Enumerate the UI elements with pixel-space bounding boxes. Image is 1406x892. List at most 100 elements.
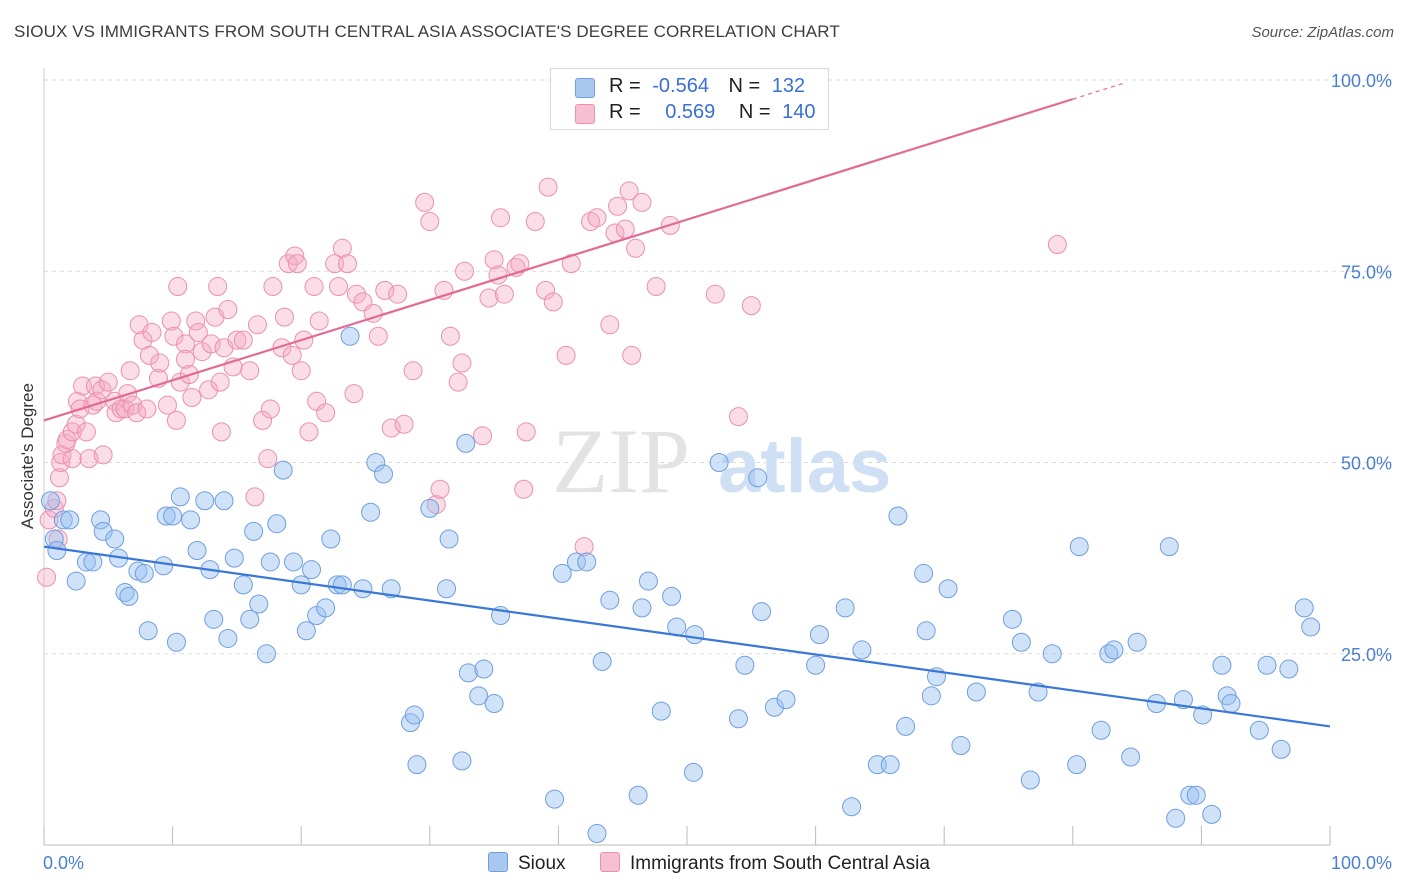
- data-point-immigrants: [127, 403, 147, 423]
- data-point-immigrants: [98, 372, 118, 392]
- data-point-sioux: [896, 716, 916, 736]
- data-point-sioux: [628, 785, 648, 805]
- data-point-immigrants: [309, 311, 329, 331]
- bottom-legend-sioux: Sioux: [488, 852, 566, 875]
- data-point-sioux: [776, 690, 796, 710]
- data-point-immigrants: [39, 510, 59, 530]
- data-point-immigrants: [175, 334, 195, 354]
- data-point-sioux: [181, 510, 201, 530]
- data-point-sioux: [662, 586, 682, 606]
- data-point-immigrants: [227, 330, 247, 350]
- data-point-sioux: [1121, 747, 1141, 767]
- data-point-immigrants: [1047, 234, 1067, 254]
- bottom-legend-immigrants: Immigrants from South Central Asia: [600, 852, 930, 875]
- data-point-sioux: [1091, 720, 1111, 740]
- data-point-immigrants: [37, 567, 57, 587]
- data-point-sioux: [316, 598, 336, 618]
- data-point-sioux: [91, 510, 111, 530]
- data-point-sioux: [735, 655, 755, 675]
- legend-swatch-sioux: [575, 78, 595, 98]
- data-point-sioux: [1257, 655, 1277, 675]
- data-point-sioux: [1271, 739, 1291, 759]
- data-point-sioux: [366, 453, 386, 472]
- data-point-sioux: [1028, 682, 1048, 702]
- data-point-sioux: [224, 548, 244, 568]
- data-point-sioux: [592, 651, 612, 671]
- data-point-immigrants: [253, 410, 273, 430]
- data-point-sioux: [166, 632, 186, 652]
- data-point-immigrants: [646, 277, 666, 297]
- y-axis-title: Associate's Degree: [18, 383, 37, 529]
- data-point-sioux: [66, 571, 86, 591]
- data-point-sioux: [566, 552, 586, 572]
- data-point-sioux: [709, 453, 729, 472]
- data-point-immigrants: [587, 208, 607, 228]
- data-point-sioux: [381, 579, 401, 599]
- data-point-sioux: [552, 563, 572, 583]
- data-point-immigrants: [608, 196, 628, 216]
- data-point-immigrants: [388, 284, 408, 304]
- bottom-legend-label-sioux: Sioux: [518, 853, 566, 874]
- data-point-sioux: [683, 762, 703, 782]
- watermark-zip: ZIP: [552, 410, 690, 512]
- data-point-immigrants: [415, 192, 435, 212]
- data-point-immigrants: [142, 322, 162, 342]
- data-point-sioux: [888, 506, 908, 526]
- data-point-immigrants: [375, 280, 395, 300]
- axis-labels: 25.0% 50.0% 75.0% 100.0% 0.0% 100.0% Associate…: [18, 71, 1392, 873]
- data-point-immigrants: [484, 250, 504, 270]
- data-point-immigrants: [247, 315, 267, 335]
- data-point-immigrants: [536, 280, 556, 300]
- data-point-immigrants: [600, 315, 620, 335]
- data-point-sioux: [218, 628, 238, 648]
- data-point-immigrants: [346, 284, 366, 304]
- data-point-immigrants: [455, 261, 475, 281]
- data-point-immigrants: [208, 277, 228, 297]
- data-point-sioux: [1067, 755, 1087, 775]
- data-point-immigrants: [556, 345, 576, 365]
- data-point-immigrants: [186, 311, 206, 331]
- data-point-immigrants: [291, 361, 311, 381]
- data-point-sioux: [469, 686, 489, 706]
- data-point-sioux: [240, 609, 260, 629]
- data-point-sioux: [1212, 655, 1232, 675]
- data-point-sioux: [249, 594, 269, 614]
- data-point-sioux: [1002, 609, 1022, 629]
- data-point-immigrants: [394, 414, 414, 434]
- data-point-immigrants: [448, 372, 468, 392]
- data-point-immigrants: [120, 361, 140, 381]
- data-point-immigrants: [52, 445, 72, 465]
- data-point-sioux: [93, 521, 113, 541]
- data-point-immigrants: [538, 177, 558, 197]
- legend-r-value: 0.569: [665, 101, 716, 123]
- y-tick-label: 75.0%: [1341, 262, 1392, 282]
- data-point-sioux: [748, 468, 768, 488]
- grid-layer: [44, 79, 1392, 655]
- data-point-sioux: [134, 563, 154, 583]
- y-tick-label: 100.0%: [1331, 71, 1392, 91]
- data-point-immigrants: [494, 284, 514, 304]
- data-point-immigrants: [332, 238, 352, 258]
- data-point-sioux: [404, 705, 424, 725]
- data-point-immigrants: [574, 537, 594, 557]
- legend-n-value: 140: [782, 101, 816, 123]
- data-point-immigrants: [263, 277, 283, 297]
- data-point-sioux: [115, 583, 135, 603]
- legend-n-label: N =: [738, 101, 771, 123]
- data-point-immigrants: [285, 246, 305, 266]
- data-point-immigrants: [328, 277, 348, 297]
- data-point-sioux: [301, 560, 321, 580]
- data-point-sioux: [651, 701, 671, 721]
- data-point-sioux: [1186, 785, 1206, 805]
- data-point-sioux: [296, 621, 316, 641]
- data-point-sioux: [938, 579, 958, 599]
- data-point-immigrants: [168, 277, 188, 297]
- data-point-immigrants: [514, 479, 534, 499]
- data-point-sioux: [204, 609, 224, 629]
- data-point-sioux: [545, 789, 565, 809]
- data-point-sioux: [1099, 644, 1119, 664]
- data-point-sioux: [1202, 804, 1222, 824]
- data-point-sioux: [1279, 659, 1299, 679]
- legend-r-value: -0.564: [652, 75, 709, 97]
- trend-line-sioux: [43, 545, 1331, 728]
